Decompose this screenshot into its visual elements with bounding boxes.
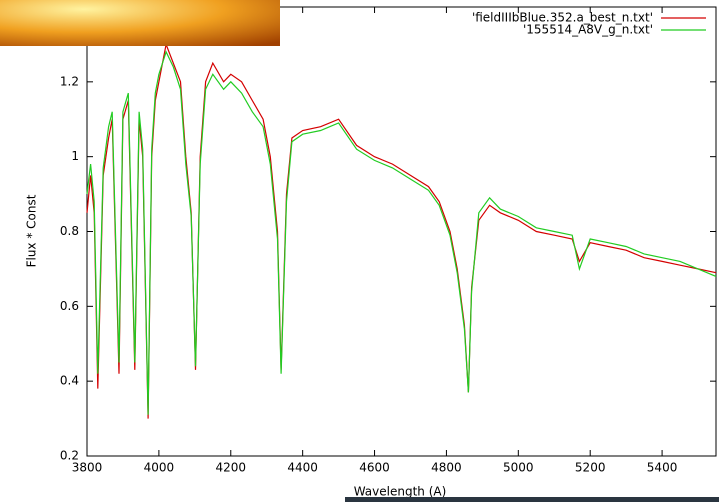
x-tick-label: 4400	[287, 461, 318, 475]
y-tick-label: 0.4	[60, 374, 79, 388]
legend-label: '155514_A8V_g_n.txt'	[523, 23, 653, 37]
x-tick-label: 5000	[503, 461, 534, 475]
x-tick-label: 4800	[431, 461, 462, 475]
y-tick-label: 0.8	[60, 224, 79, 238]
x-axis-label: Wavelength (A)	[354, 485, 447, 499]
y-tick-label: 1.2	[60, 74, 79, 88]
x-tick-label: 3800	[72, 461, 103, 475]
taskbar	[345, 497, 719, 502]
y-tick-label: 1	[71, 149, 79, 163]
legend-label: 'fieldIIIbBlue.352.a_best_n.txt'	[472, 11, 653, 25]
overlay-image	[0, 0, 280, 46]
x-tick-label: 5200	[575, 461, 606, 475]
y-axis-label: Flux * Const	[25, 194, 39, 267]
x-tick-label: 4600	[359, 461, 390, 475]
x-tick-label: 5400	[647, 461, 678, 475]
series-line	[86, 50, 717, 415]
plot-area: 0.2 0.4 0.6 0.8 1 1.2 3800 4000 4200 4400 4600 4800…	[60, 7, 717, 475]
plot-frame	[86, 6, 717, 457]
x-tick-label: 4200	[215, 461, 246, 475]
y-tick-label: 0.2	[60, 449, 79, 463]
x-tick-label: 4000	[144, 461, 175, 475]
y-tick-label: 0.6	[60, 299, 79, 313]
